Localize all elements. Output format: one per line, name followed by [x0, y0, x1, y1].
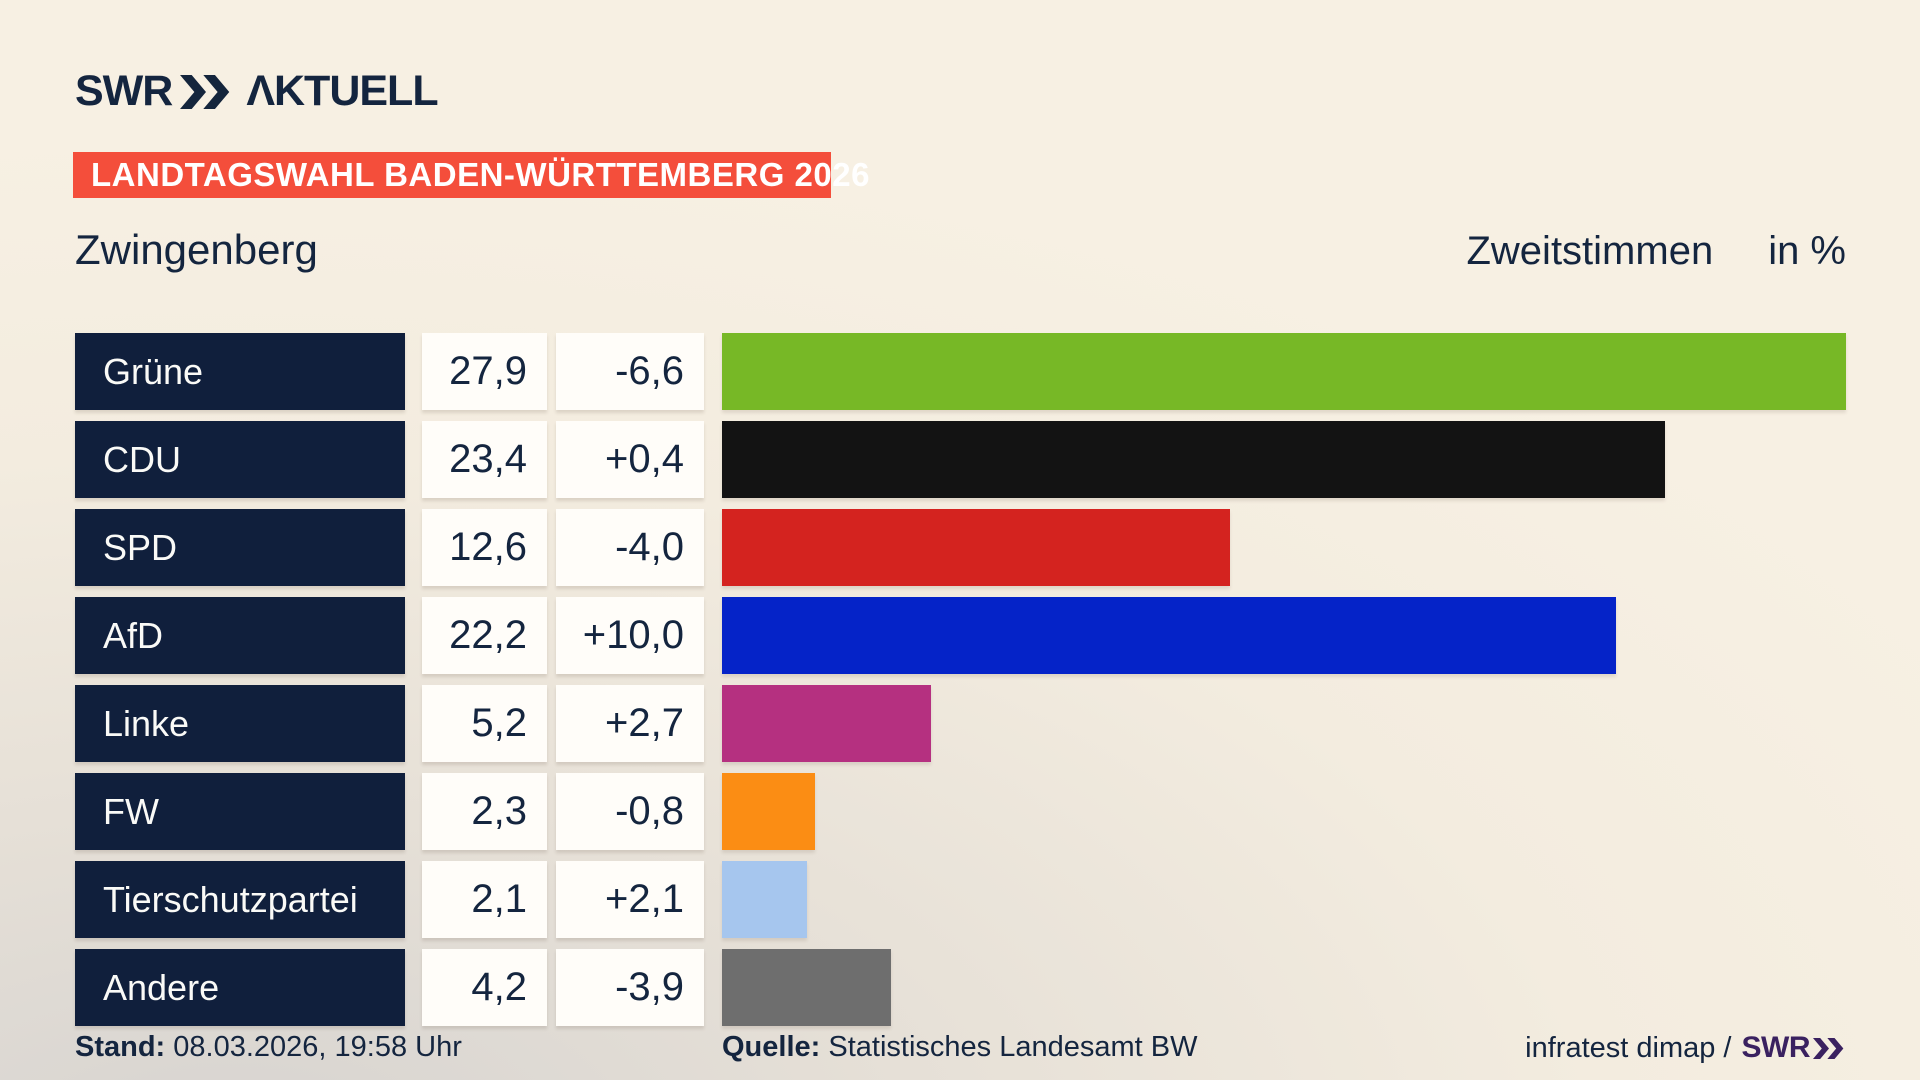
measure-title: Zweitstimmen in %: [1466, 229, 1846, 274]
source-note: Quelle: Statistisches Landesamt BW: [722, 1031, 1197, 1064]
percent-value: 27,9: [422, 333, 547, 410]
double-chevron-icon: [180, 74, 230, 109]
aktuell-logo-text: ΛKTUELL: [246, 67, 438, 115]
municipality-title: Zwingenberg: [75, 226, 318, 273]
percent-value: 2,3: [422, 773, 547, 850]
change-value: -0,8: [556, 773, 704, 850]
result-bar: [722, 861, 807, 938]
result-bar: [722, 333, 1846, 410]
result-row: SPD 12,6 -4,0: [75, 509, 1846, 586]
change-value: -6,6: [556, 333, 704, 410]
percent-value: 22,2: [422, 597, 547, 674]
result-row: AfD 22,2 +10,0: [75, 597, 1846, 674]
result-bar: [722, 421, 1665, 498]
percent-value: 23,4: [422, 421, 547, 498]
party-label: CDU: [75, 421, 405, 498]
change-value: -3,9: [556, 949, 704, 1026]
bar-track: [722, 861, 1846, 938]
change-value: +0,4: [556, 421, 704, 498]
result-row: Andere 4,2 -3,9: [75, 949, 1846, 1026]
measure-label: Zweitstimmen: [1466, 229, 1714, 273]
party-label: AfD: [75, 597, 405, 674]
stand-value: 08.03.2026, 19:58 Uhr: [173, 1031, 462, 1063]
change-value: -4,0: [556, 509, 704, 586]
credit-swr-text: SWR: [1741, 1031, 1811, 1064]
bar-track: [722, 597, 1846, 674]
party-label: Andere: [75, 949, 405, 1026]
party-label: Tierschutzpartei: [75, 861, 405, 938]
source-value: Statistisches Landesamt BW: [828, 1031, 1198, 1063]
result-row: Linke 5,2 +2,7: [75, 685, 1846, 762]
result-row: Tierschutzpartei 2,1 +2,1: [75, 861, 1846, 938]
stand-timestamp: Stand: 08.03.2026, 19:58 Uhr: [75, 1031, 462, 1064]
result-bar: [722, 597, 1617, 674]
result-bar: [722, 773, 815, 850]
party-label: Grüne: [75, 333, 405, 410]
change-value: +2,7: [556, 685, 704, 762]
party-label: Linke: [75, 685, 405, 762]
result-row: Grüne 27,9 -6,6: [75, 333, 1846, 410]
swr-aktuell-logo: SWR ΛKTUELL: [75, 67, 439, 115]
percent-value: 2,1: [422, 861, 547, 938]
unit-label: in %: [1768, 229, 1846, 273]
party-label: FW: [75, 773, 405, 850]
swr-logo-text: SWR: [75, 67, 173, 115]
result-bar: [722, 509, 1230, 586]
result-bar: [722, 685, 932, 762]
result-bar: [722, 949, 892, 1026]
bar-track: [722, 773, 1846, 850]
bar-track: [722, 949, 1846, 1026]
results-chart: Grüne 27,9 -6,6 CDU 23,4 +0,4 SPD 12,6 -…: [75, 333, 1846, 1037]
change-value: +2,1: [556, 861, 704, 938]
credit-double-chevron-icon: [1812, 1037, 1844, 1059]
percent-value: 5,2: [422, 685, 547, 762]
result-row: FW 2,3 -0,8: [75, 773, 1846, 850]
source-label: Quelle:: [722, 1031, 821, 1063]
election-badge: LANDTAGSWAHL BADEN-WÜRTTEMBERG 2026: [73, 152, 869, 198]
bar-track: [722, 333, 1846, 410]
change-value: +10,0: [556, 597, 704, 674]
stand-label: Stand:: [75, 1031, 166, 1063]
party-label: SPD: [75, 509, 405, 586]
percent-value: 12,6: [422, 509, 547, 586]
credit: infratest dimap / SWR: [1525, 1031, 1846, 1065]
result-row: CDU 23,4 +0,4: [75, 421, 1846, 498]
bar-track: [722, 509, 1846, 586]
bar-track: [722, 421, 1846, 498]
credit-text: infratest dimap /: [1525, 1031, 1732, 1064]
percent-value: 4,2: [422, 949, 547, 1026]
title-row: Zwingenberg Zweitstimmen in %: [75, 226, 1846, 274]
bar-track: [722, 685, 1846, 762]
